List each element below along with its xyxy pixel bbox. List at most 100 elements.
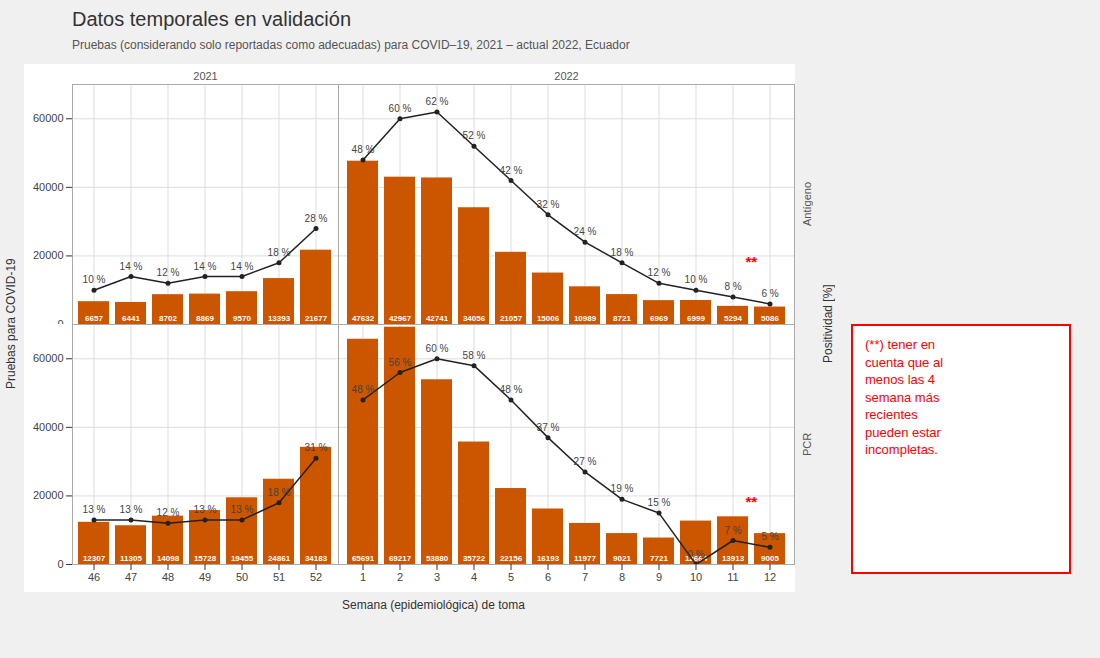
svg-text:3: 3 — [434, 571, 440, 583]
svg-text:34056: 34056 — [463, 314, 486, 323]
svg-text:13 %: 13 % — [120, 504, 143, 515]
svg-text:51: 51 — [273, 571, 285, 583]
svg-text:9005: 9005 — [761, 554, 779, 563]
svg-text:20000: 20000 — [33, 489, 64, 501]
svg-text:34183: 34183 — [305, 554, 328, 563]
svg-text:**: ** — [745, 493, 757, 510]
svg-text:13 %: 13 % — [194, 504, 217, 515]
svg-text:5 %: 5 % — [761, 531, 778, 542]
svg-text:62 %: 62 % — [426, 96, 449, 107]
svg-text:46: 46 — [88, 571, 100, 583]
svg-text:11: 11 — [727, 571, 738, 583]
svg-text:1: 1 — [360, 571, 366, 583]
svg-text:35722: 35722 — [463, 554, 486, 563]
svg-text:50: 50 — [236, 571, 248, 583]
svg-text:37 %: 37 % — [537, 422, 560, 433]
svg-text:9: 9 — [656, 571, 662, 583]
svg-text:15728: 15728 — [194, 554, 217, 563]
svg-text:6657: 6657 — [85, 314, 103, 323]
svg-text:14 %: 14 % — [231, 261, 254, 272]
svg-text:24 %: 24 % — [574, 226, 597, 237]
svg-text:42741: 42741 — [426, 314, 449, 323]
svg-text:47632: 47632 — [352, 314, 375, 323]
svg-text:0: 0 — [57, 558, 63, 570]
svg-text:8 %: 8 % — [724, 281, 741, 292]
svg-text:4: 4 — [471, 571, 477, 583]
svg-text:47: 47 — [125, 571, 137, 583]
svg-text:48 %: 48 % — [352, 384, 375, 395]
svg-text:58 %: 58 % — [463, 350, 486, 361]
svg-text:10 %: 10 % — [83, 274, 106, 285]
svg-text:56 %: 56 % — [389, 357, 412, 368]
svg-text:53880: 53880 — [426, 554, 449, 563]
svg-text:8: 8 — [619, 571, 625, 583]
svg-text:14098: 14098 — [157, 554, 180, 563]
svg-text:15006: 15006 — [537, 314, 560, 323]
svg-text:48: 48 — [162, 571, 174, 583]
svg-text:2021: 2021 — [193, 70, 217, 82]
svg-text:6: 6 — [545, 571, 551, 583]
svg-text:12 %: 12 % — [157, 267, 180, 278]
svg-text:6441: 6441 — [122, 314, 140, 323]
svg-text:18 %: 18 % — [611, 247, 634, 258]
svg-text:2022: 2022 — [554, 70, 578, 82]
svg-text:21677: 21677 — [305, 314, 328, 323]
svg-text:13393: 13393 — [268, 314, 291, 323]
svg-text:10 %: 10 % — [685, 274, 708, 285]
svg-text:9021: 9021 — [613, 554, 631, 563]
svg-text:**: ** — [745, 253, 757, 270]
svg-text:52: 52 — [310, 571, 322, 583]
svg-text:12307: 12307 — [83, 554, 106, 563]
svg-text:40000: 40000 — [33, 421, 64, 433]
svg-text:0 %: 0 % — [687, 549, 704, 560]
svg-text:11977: 11977 — [574, 554, 596, 563]
svg-text:9570: 9570 — [233, 314, 251, 323]
svg-text:42 %: 42 % — [500, 165, 523, 176]
svg-text:10: 10 — [690, 571, 702, 583]
svg-text:19455: 19455 — [231, 554, 254, 563]
svg-text:8869: 8869 — [196, 314, 214, 323]
svg-text:6999: 6999 — [687, 314, 705, 323]
svg-text:12: 12 — [764, 571, 776, 583]
svg-text:60000: 60000 — [33, 112, 64, 124]
svg-text:6 %: 6 % — [761, 288, 778, 299]
svg-text:52 %: 52 % — [463, 130, 486, 141]
svg-text:12 %: 12 % — [648, 267, 671, 278]
svg-text:42967: 42967 — [389, 314, 412, 323]
svg-text:5: 5 — [508, 571, 514, 583]
svg-text:60000: 60000 — [33, 352, 64, 364]
svg-text:21057: 21057 — [500, 314, 523, 323]
svg-text:13 %: 13 % — [231, 504, 254, 515]
svg-text:15 %: 15 % — [648, 497, 671, 508]
svg-text:12664: 12664 — [685, 554, 708, 563]
svg-text:60 %: 60 % — [389, 103, 412, 114]
svg-text:31 %: 31 % — [305, 442, 328, 453]
svg-text:13913: 13913 — [722, 554, 745, 563]
svg-text:5294: 5294 — [724, 314, 742, 323]
svg-text:6969: 6969 — [650, 314, 668, 323]
svg-text:20000: 20000 — [33, 249, 64, 261]
svg-text:19 %: 19 % — [611, 483, 634, 494]
svg-text:65691: 65691 — [352, 554, 375, 563]
svg-text:7721: 7721 — [650, 554, 668, 563]
svg-text:5086: 5086 — [761, 314, 779, 323]
svg-text:14 %: 14 % — [194, 261, 217, 272]
svg-text:27 %: 27 % — [574, 456, 597, 467]
svg-text:18 %: 18 % — [268, 487, 291, 498]
svg-text:13 %: 13 % — [83, 504, 106, 515]
svg-text:22156: 22156 — [500, 554, 523, 563]
svg-text:12 %: 12 % — [157, 507, 180, 518]
svg-text:28 %: 28 % — [305, 213, 328, 224]
svg-text:16193: 16193 — [537, 554, 560, 563]
svg-text:14 %: 14 % — [120, 261, 143, 272]
svg-text:7: 7 — [582, 571, 588, 583]
svg-text:24861: 24861 — [268, 554, 291, 563]
svg-text:69217: 69217 — [389, 554, 412, 563]
svg-text:11305: 11305 — [120, 554, 142, 563]
svg-text:18 %: 18 % — [268, 247, 291, 258]
svg-text:49: 49 — [199, 571, 211, 583]
svg-text:8702: 8702 — [159, 314, 177, 323]
svg-text:48 %: 48 % — [500, 384, 523, 395]
svg-text:48 %: 48 % — [352, 144, 375, 155]
svg-text:7 %: 7 % — [724, 525, 741, 536]
